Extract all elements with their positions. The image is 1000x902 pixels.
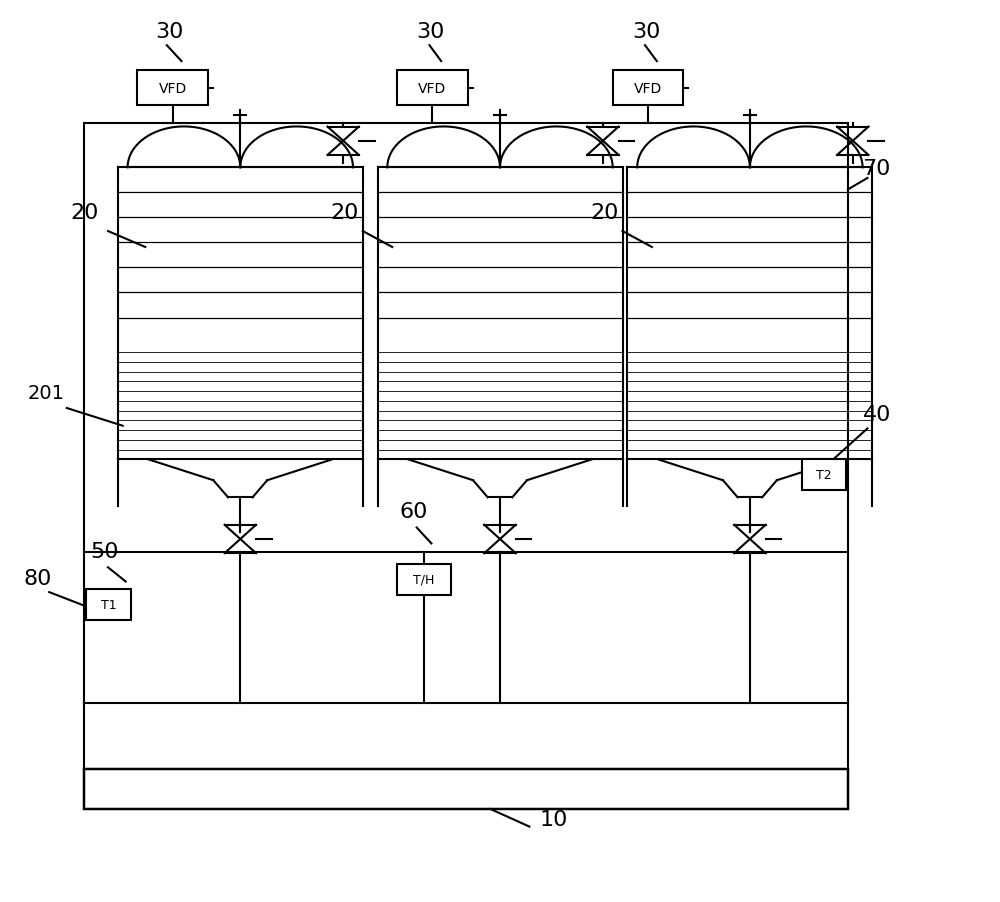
Text: VFD: VFD <box>418 81 447 96</box>
Bar <box>86 590 131 621</box>
Bar <box>84 769 848 809</box>
Text: T1: T1 <box>101 599 116 612</box>
Bar <box>397 71 468 106</box>
Text: 20: 20 <box>590 203 619 223</box>
Text: 30: 30 <box>632 22 661 41</box>
Text: 30: 30 <box>155 22 183 41</box>
Bar <box>137 71 208 106</box>
Text: 50: 50 <box>90 541 119 561</box>
Text: T/H: T/H <box>413 573 435 586</box>
Text: 30: 30 <box>417 22 445 41</box>
Text: T2: T2 <box>816 469 832 482</box>
Text: 20: 20 <box>330 203 359 223</box>
Text: 70: 70 <box>863 159 891 179</box>
Text: 80: 80 <box>24 568 52 588</box>
Text: 40: 40 <box>863 404 891 425</box>
Text: VFD: VFD <box>634 81 662 96</box>
Bar <box>802 460 846 491</box>
Bar <box>613 71 683 106</box>
Text: 10: 10 <box>539 809 568 829</box>
Text: 60: 60 <box>399 502 427 521</box>
Bar <box>397 564 451 595</box>
Text: 201: 201 <box>28 383 65 402</box>
Text: VFD: VFD <box>159 81 187 96</box>
Text: 20: 20 <box>71 203 99 223</box>
